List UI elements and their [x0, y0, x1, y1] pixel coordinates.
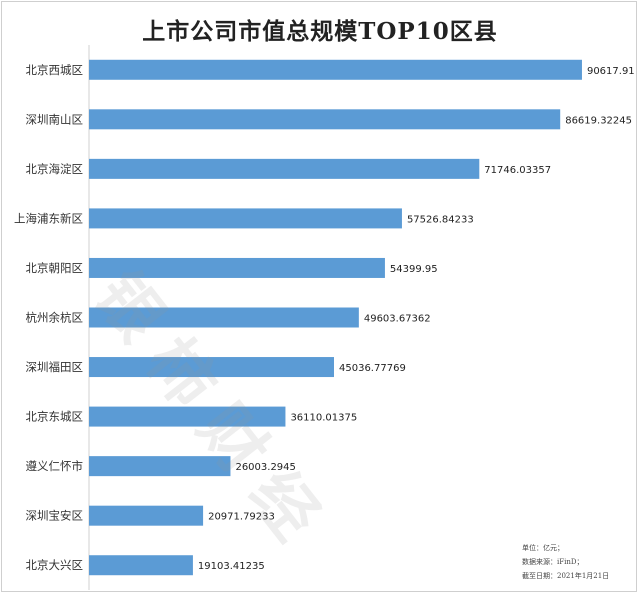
category-label: 深圳南山区 [26, 112, 84, 126]
bar [89, 307, 359, 328]
data-label: 86619.32245 [565, 115, 632, 126]
source-note: 数据来源：iFinD； [522, 558, 584, 566]
bar [89, 59, 582, 80]
bar [89, 456, 231, 477]
bar [89, 505, 204, 526]
category-label: 深圳福田区 [26, 360, 84, 374]
data-label: 54399.95 [390, 264, 438, 275]
data-label: 57526.84233 [407, 214, 474, 225]
bar [89, 257, 385, 278]
bar [89, 406, 286, 427]
data-label: 36110.01375 [290, 413, 357, 424]
bar [89, 109, 561, 130]
chart-notes: 单位：亿元； 数据来源：iFinD； 截至日期：2021年1月21日 [522, 541, 609, 583]
data-label: 20971.79233 [208, 512, 275, 523]
bar [89, 357, 335, 378]
category-label: 深圳宝安区 [26, 509, 84, 523]
category-label: 遵义仁怀市 [26, 459, 84, 473]
data-label: 49603.67362 [364, 314, 431, 325]
data-label: 71746.03357 [484, 165, 551, 176]
data-label: 26003.2945 [235, 462, 295, 473]
category-label: 北京朝阳区 [26, 261, 84, 275]
date-note: 截至日期：2021年1月21日 [522, 572, 610, 580]
data-label: 90617.91 [587, 66, 635, 77]
bar [89, 555, 193, 576]
unit-note: 单位：亿元； [522, 544, 564, 552]
category-label: 北京大兴区 [26, 558, 84, 572]
data-label: 45036.77769 [339, 363, 406, 374]
category-label: 上海浦东新区 [14, 211, 83, 225]
category-label: 杭州余杭区 [26, 311, 84, 325]
bar [89, 158, 480, 179]
data-label: 19103.41235 [198, 561, 265, 572]
chart-title: 上市公司市值总规模TOP10区县 [142, 18, 498, 45]
category-label: 北京东城区 [26, 410, 84, 424]
bar [89, 208, 402, 229]
category-label: 北京西城区 [26, 63, 84, 77]
category-label: 北京海淀区 [26, 162, 84, 176]
